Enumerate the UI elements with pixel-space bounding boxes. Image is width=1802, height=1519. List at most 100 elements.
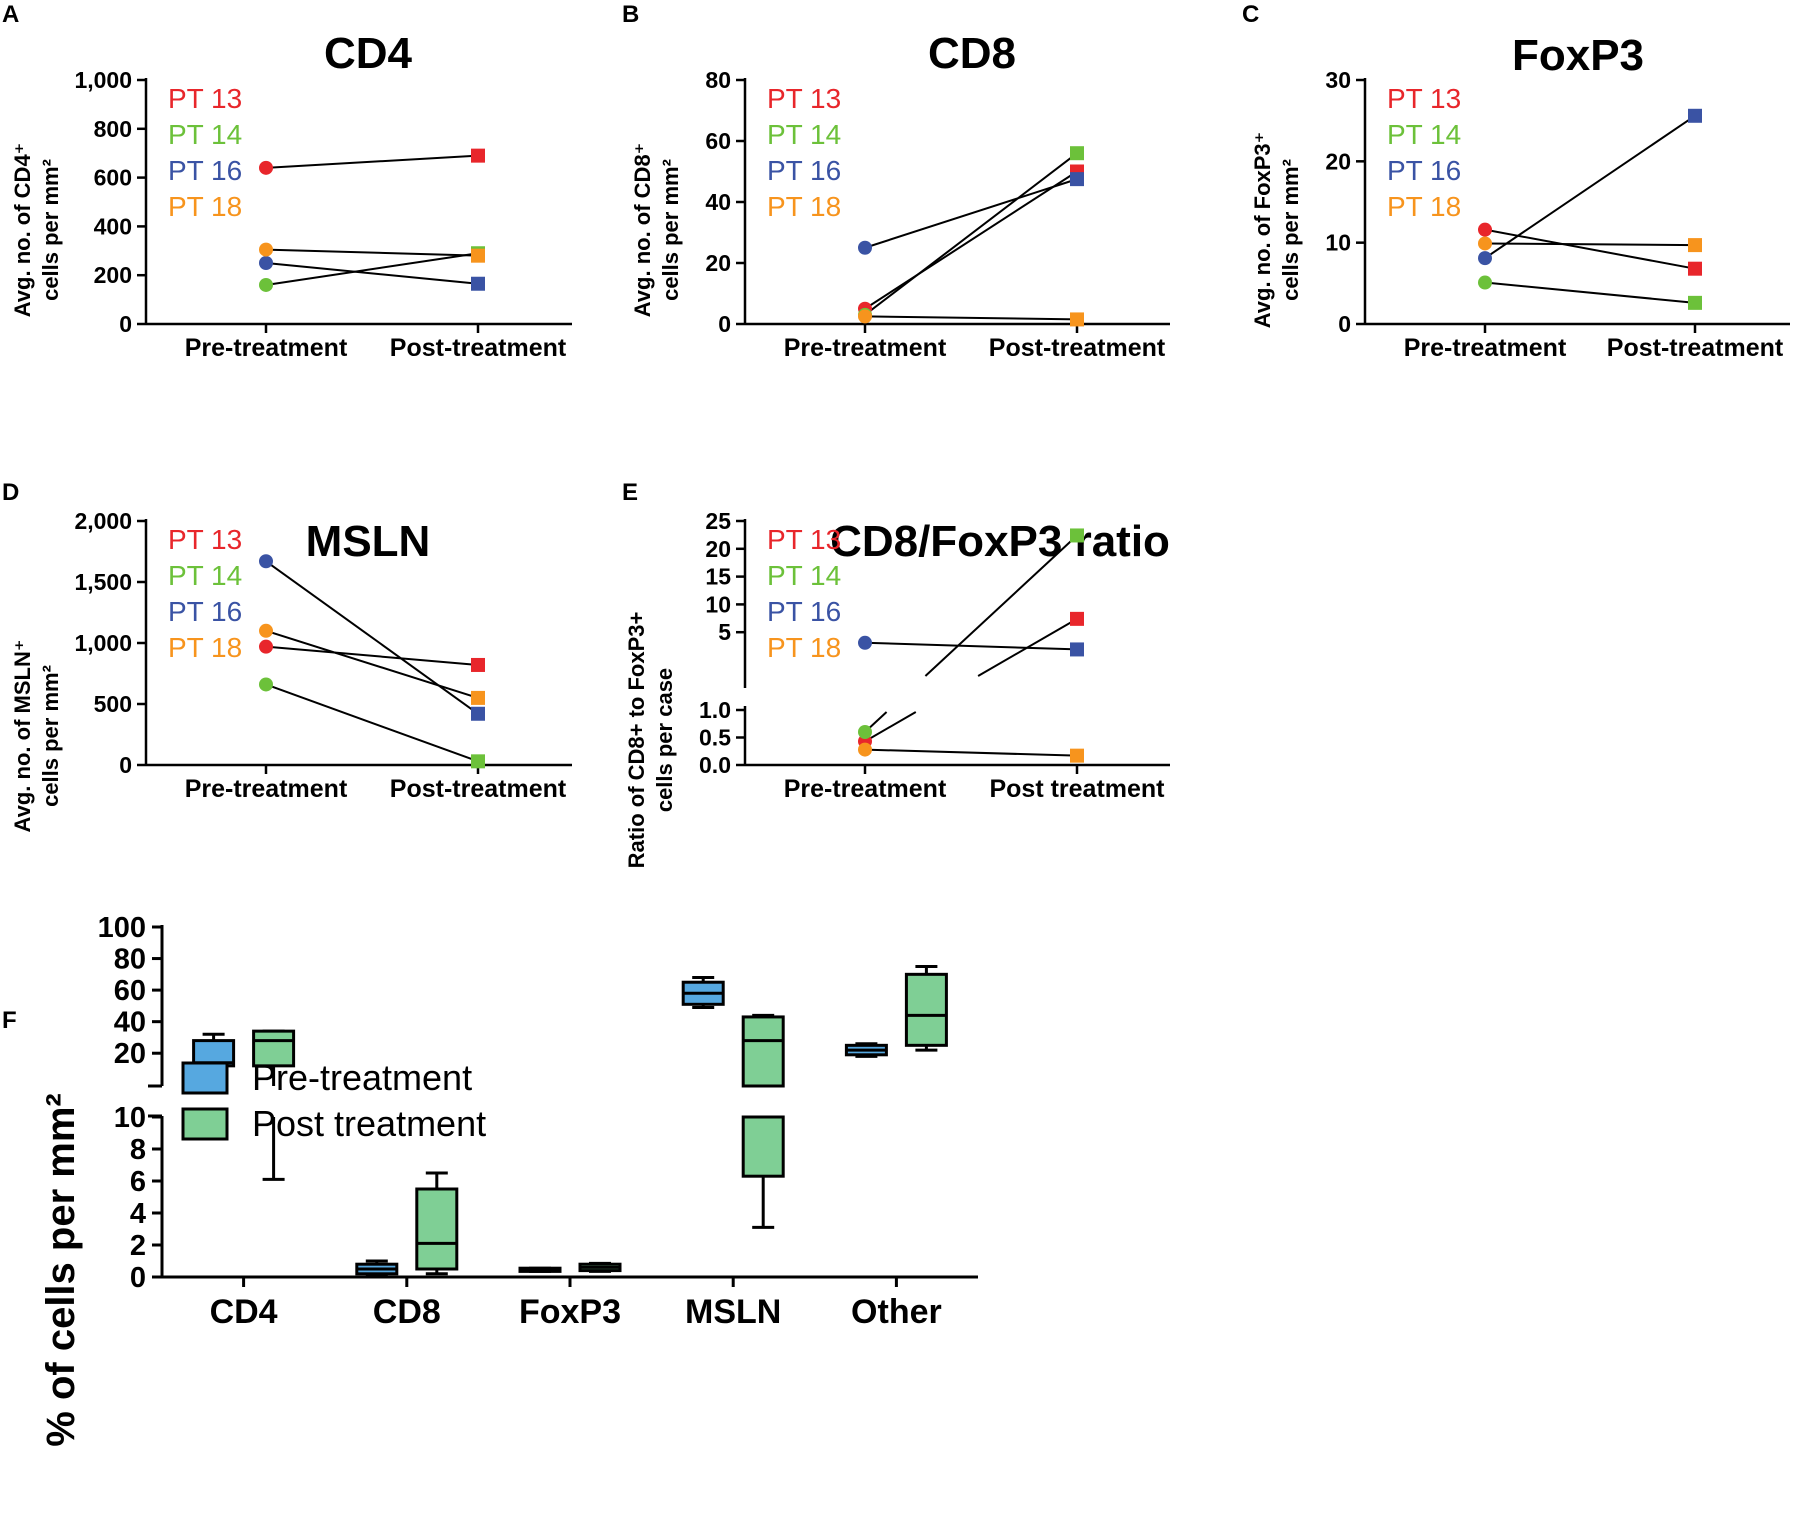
panel-d-legend-pt-16: PT 16 xyxy=(168,596,242,627)
panel-d-ytick-label: 1,500 xyxy=(74,569,132,595)
panel-e-legend-pt-13: PT 13 xyxy=(767,524,841,555)
panel-d-point-post-pt-14 xyxy=(471,754,485,769)
panel-c-ytick-label: 20 xyxy=(1325,148,1351,174)
panel-d-line-pt-16 xyxy=(265,560,479,715)
panel-e-line-pt-14-upper xyxy=(924,534,1078,677)
panel-a-legend-pt-18: PT 18 xyxy=(168,191,242,222)
panel-e-xtick-label: Post treatment xyxy=(989,775,1165,803)
panel-b-ytick-label: 80 xyxy=(705,67,731,93)
panel-e-point-post-pt-16 xyxy=(1070,642,1084,657)
panel-a-point-pre-pt-16 xyxy=(259,256,273,270)
panel-c-point-post-pt-16 xyxy=(1688,108,1702,123)
panel-c-plot: 0 10 20 30 Pre-treatment Post-treatment PT 13 P… xyxy=(1325,67,1790,362)
panel-d-legend-pt-13: PT 13 xyxy=(168,524,242,555)
panel-b-point-pre-pt-16 xyxy=(858,240,872,255)
panel-c-point-pre-pt-13 xyxy=(1478,222,1492,237)
panel-a-xtick-label: Pre-treatment xyxy=(185,334,348,362)
panel-label-d: D xyxy=(2,479,19,506)
panel-b-line-pt-16 xyxy=(864,178,1078,249)
panel-d-xtick-label: Post-treatment xyxy=(390,775,567,803)
panel-a-legend-pt-13: PT 13 xyxy=(168,83,242,114)
panel-e-line-pt-16 xyxy=(864,641,1078,651)
panel-e-xtick-label: Pre-treatment xyxy=(784,775,947,803)
panel-f-ytick-label: 100 xyxy=(98,912,146,944)
panel-a-point-post-pt-18 xyxy=(471,248,485,263)
panel-f-box-post-msln xyxy=(741,1115,785,1178)
panel-c-point-post-pt-13 xyxy=(1688,261,1702,276)
panel-c-line-pt-16 xyxy=(1484,114,1696,259)
panel-b-ylabel-line2: cells per mm² xyxy=(658,159,683,301)
panel-b-ylabel-line1: Avg. no. of CD8⁺ xyxy=(630,143,655,318)
panel-c-line-pt-14 xyxy=(1484,281,1696,304)
panel-f-xtick-label-cd8: CD8 xyxy=(373,1293,441,1331)
panel-e-legend-pt-14: PT 14 xyxy=(767,560,841,591)
panel-e-point-pre-pt-16 xyxy=(858,635,872,650)
panel-b-legend-pt-18: PT 18 xyxy=(767,191,841,222)
panel-c-legend-pt-14: PT 14 xyxy=(1387,119,1461,150)
panel-a-ytick-label: 0 xyxy=(119,311,132,337)
panel-b-title: CD8 xyxy=(928,29,1016,78)
panel-e-ytick-label: 5 xyxy=(718,619,731,645)
panel-c-point-pre-pt-14 xyxy=(1478,275,1492,290)
panel-f-box-post-cd4 xyxy=(252,1029,296,1068)
panel-b-line-pt-14 xyxy=(864,152,1078,316)
panel-f-ytick-label: 80 xyxy=(114,944,146,976)
panel-e-ytick-label: 10 xyxy=(705,591,731,617)
panel-label-f: F xyxy=(2,1007,17,1034)
panel-c-line-pt-18 xyxy=(1484,242,1696,247)
panel-a-legend-pt-16: PT 16 xyxy=(168,155,242,186)
panel-c-ylabel-line2: cells per mm² xyxy=(1278,159,1303,301)
panel-b: B CD8 0 20 40 60 80 Pre-treatment Post-treatme… xyxy=(622,1,1170,362)
panel-f-xtick-label-msln: MSLN xyxy=(685,1293,781,1331)
panel-d-point-post-pt-16 xyxy=(471,706,485,721)
panel-e-ylabel-line2: cells per case xyxy=(652,668,677,812)
panel-label-e: E xyxy=(622,479,638,506)
panel-f-xtick-label-other: Other xyxy=(851,1293,942,1331)
panel-d-xtick-label: Pre-treatment xyxy=(185,775,348,803)
panel-a-point-pre-pt-13 xyxy=(259,160,273,175)
panel-f-ytick-label: 4 xyxy=(130,1198,146,1230)
panel-a-line-pt-13 xyxy=(265,154,479,169)
panel-e-legend-pt-18: PT 18 xyxy=(767,632,841,663)
panel-e-point-pre-pt-14 xyxy=(858,725,872,739)
panel-f-ylabel: % of cells per mm² xyxy=(39,1093,83,1446)
panel-label-a: A xyxy=(2,1,19,28)
panel-a-title: CD4 xyxy=(324,29,413,78)
panel-a-ylabel-line1: Avg. no. of CD4⁺ xyxy=(10,143,35,318)
panel-e-point-post-pt-18 xyxy=(1070,748,1084,763)
panel-d-point-post-pt-13 xyxy=(471,657,485,672)
panel-label-b: B xyxy=(622,1,639,28)
panel-b-ytick-label: 60 xyxy=(705,128,731,154)
panel-f-ytick-label: 20 xyxy=(114,1038,146,1070)
panel-e-point-post-pt-13 xyxy=(1070,611,1084,626)
panel-d-line-pt-13 xyxy=(265,645,479,666)
panel-f-ytick-label: 40 xyxy=(114,1007,146,1039)
panel-d-legend-pt-18: PT 18 xyxy=(168,632,242,663)
panel-c-legend-pt-13: PT 13 xyxy=(1387,83,1461,114)
panel-d: D MSLN 0 500 1,000 1,500 2,000 Pre-treatment P… xyxy=(2,479,572,832)
panel-d-point-pre-pt-16 xyxy=(259,554,273,569)
panel-e-line-pt-13-lower xyxy=(864,711,917,743)
panel-d-ytick-label: 1,000 xyxy=(74,630,132,656)
panel-c-line-pt-13 xyxy=(1484,228,1696,270)
panel-d-legend-pt-14: PT 14 xyxy=(168,560,242,591)
panel-e-point-post-pt-14 xyxy=(1070,528,1084,543)
panel-b-xtick-label: Pre-treatment xyxy=(784,334,947,362)
panel-e-ytick-label: 1.0 xyxy=(699,697,731,723)
panel-e-ytick-label: 20 xyxy=(705,536,731,562)
panel-f-ytick-label: 6 xyxy=(130,1166,146,1198)
panel-a-xtick-label: Post-treatment xyxy=(390,334,567,362)
panel-a-ytick-label: 200 xyxy=(94,262,132,288)
panel-a-line-pt-18 xyxy=(265,248,479,257)
panel-f-box-post-msln xyxy=(741,1015,785,1088)
panel-f-legend-post-treatment: Post treatment xyxy=(252,1103,486,1144)
panel-f-ytick-label: 2 xyxy=(130,1230,146,1262)
panel-e-legend-pt-16: PT 16 xyxy=(767,596,841,627)
panel-b-plot: 0 20 40 60 80 Pre-treatment Post-treatment PT 1… xyxy=(705,67,1170,362)
panel-d-ylabel-line1: Avg. no. of MSLN⁺ xyxy=(10,640,35,833)
panel-a-point-post-pt-16 xyxy=(471,276,485,291)
panel-a-ytick-label: 1,000 xyxy=(74,67,132,93)
panel-b-ytick-label: 0 xyxy=(718,311,731,337)
panel-d-plot: 0 500 1,000 1,500 2,000 Pre-treatment Post-tre… xyxy=(74,508,572,803)
panel-c-ylabel-line1: Avg. no. of FoxP3⁺ xyxy=(1250,132,1275,329)
